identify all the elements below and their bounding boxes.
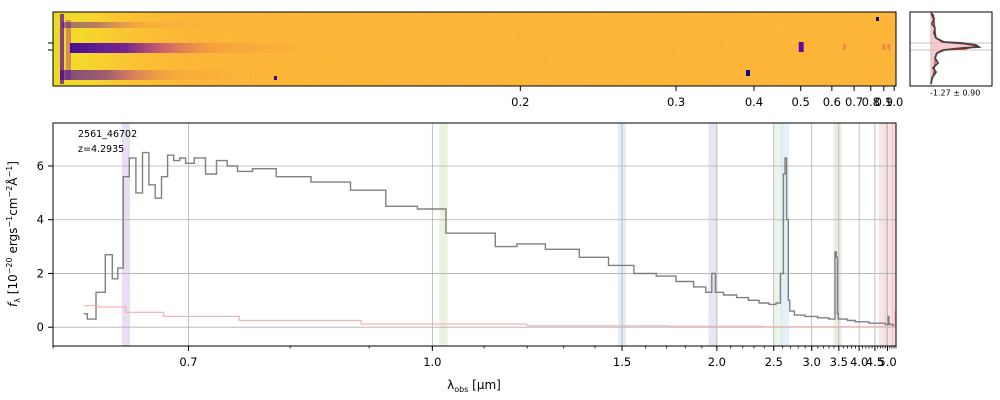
x-tick-label: 4.0 <box>850 355 868 369</box>
line-band <box>121 123 130 346</box>
line-band <box>884 123 893 346</box>
error-spectrum-line <box>83 305 896 328</box>
profile-panel: -1.27 ± 0.90 <box>909 11 993 98</box>
image-hot-pixel-3 <box>876 17 879 21</box>
x-tick-label: 2.5 <box>765 355 783 369</box>
x-tick-label: 1.5 <box>613 355 631 369</box>
y-axis-label: fλ [10−20 ergs−1cm−2Å−1] <box>5 161 22 307</box>
image-xtick-label: 0.3 <box>667 95 685 109</box>
line-band <box>439 123 448 346</box>
redshift-label: z=4.2935 <box>78 144 124 155</box>
profile-annotation: -1.27 ± 0.90 <box>930 89 980 98</box>
line-band <box>708 123 717 346</box>
y-tick-label: 2 <box>37 266 44 280</box>
image-emission-feature <box>882 44 886 50</box>
image-lower-trace <box>60 70 290 80</box>
line-band <box>774 123 783 346</box>
image-frame <box>52 11 897 87</box>
line-band <box>781 123 790 346</box>
x-tick-label: 5.0 <box>878 355 896 369</box>
spectrum-x-ticks: 0.7 1.0 1.5 2.0 2.5 3.0 3.5 4.04.55.0 <box>52 346 897 369</box>
y-tick-label: 6 <box>37 159 44 173</box>
image-xtick-label: 0.5 <box>792 95 810 109</box>
line-band <box>833 123 842 346</box>
x-tick-label: 3.5 <box>830 355 848 369</box>
image-hot-pixel-2 <box>746 70 750 76</box>
image-features <box>798 42 891 52</box>
x-tick-label: 2.0 <box>708 355 726 369</box>
image-hot-pixel <box>274 76 277 80</box>
flux-spectrum-line <box>83 151 896 327</box>
spectrum-panel: 0.7 1.0 1.5 2.0 2.5 3.0 3.5 4.04.55.0 0 2 4 6 2561… <box>5 122 897 394</box>
x-tick-label: 0.7 <box>179 355 197 369</box>
image-x-ticks: 0.2 0.3 0.4 0.5 0.6 0.70.80.91.0 <box>511 86 903 109</box>
spectrum-grid <box>53 123 896 346</box>
x-axis-label: λobs [μm] <box>447 378 501 394</box>
image-emission-feature <box>798 42 804 52</box>
x-tick-label: 1.0 <box>423 355 441 369</box>
image-xtick-label: 0.7 <box>845 95 863 109</box>
x-tick-label: 4.5 <box>866 355 884 369</box>
image-xtick-label: 0.8 <box>862 95 880 109</box>
image-xtick-label: 0.2 <box>511 95 529 109</box>
spectrum-background <box>53 123 896 346</box>
image-continuum-trace <box>70 43 360 53</box>
object-id-label: 2561_46702 <box>78 129 137 140</box>
image-edge-column-2 <box>66 20 71 80</box>
profile-data-line <box>930 12 982 85</box>
image-xtick-label: 1.0 <box>885 95 903 109</box>
x-tick-label: 3.0 <box>803 355 821 369</box>
profile-frame <box>909 11 993 87</box>
spectrum-y-ticks: 0 2 4 6 <box>37 159 53 334</box>
image-panel: 0.2 0.3 0.4 0.5 0.6 0.70.80.91.0 <box>48 11 903 109</box>
y-tick-label: 0 <box>37 320 44 334</box>
line-band <box>891 123 896 346</box>
image-upper-trace <box>62 22 242 28</box>
line-band <box>878 123 887 346</box>
spectrum-frame <box>52 122 897 347</box>
image-xtick-label: 0.9 <box>875 95 893 109</box>
image-xtick-label: 0.6 <box>823 95 841 109</box>
spectrum-series <box>83 151 896 328</box>
image-emission-feature <box>842 44 846 50</box>
y-tick-label: 4 <box>37 213 44 227</box>
image-emission-feature <box>887 44 891 50</box>
image-xtick-label: 0.4 <box>745 95 763 109</box>
image-edge-column <box>60 14 64 84</box>
